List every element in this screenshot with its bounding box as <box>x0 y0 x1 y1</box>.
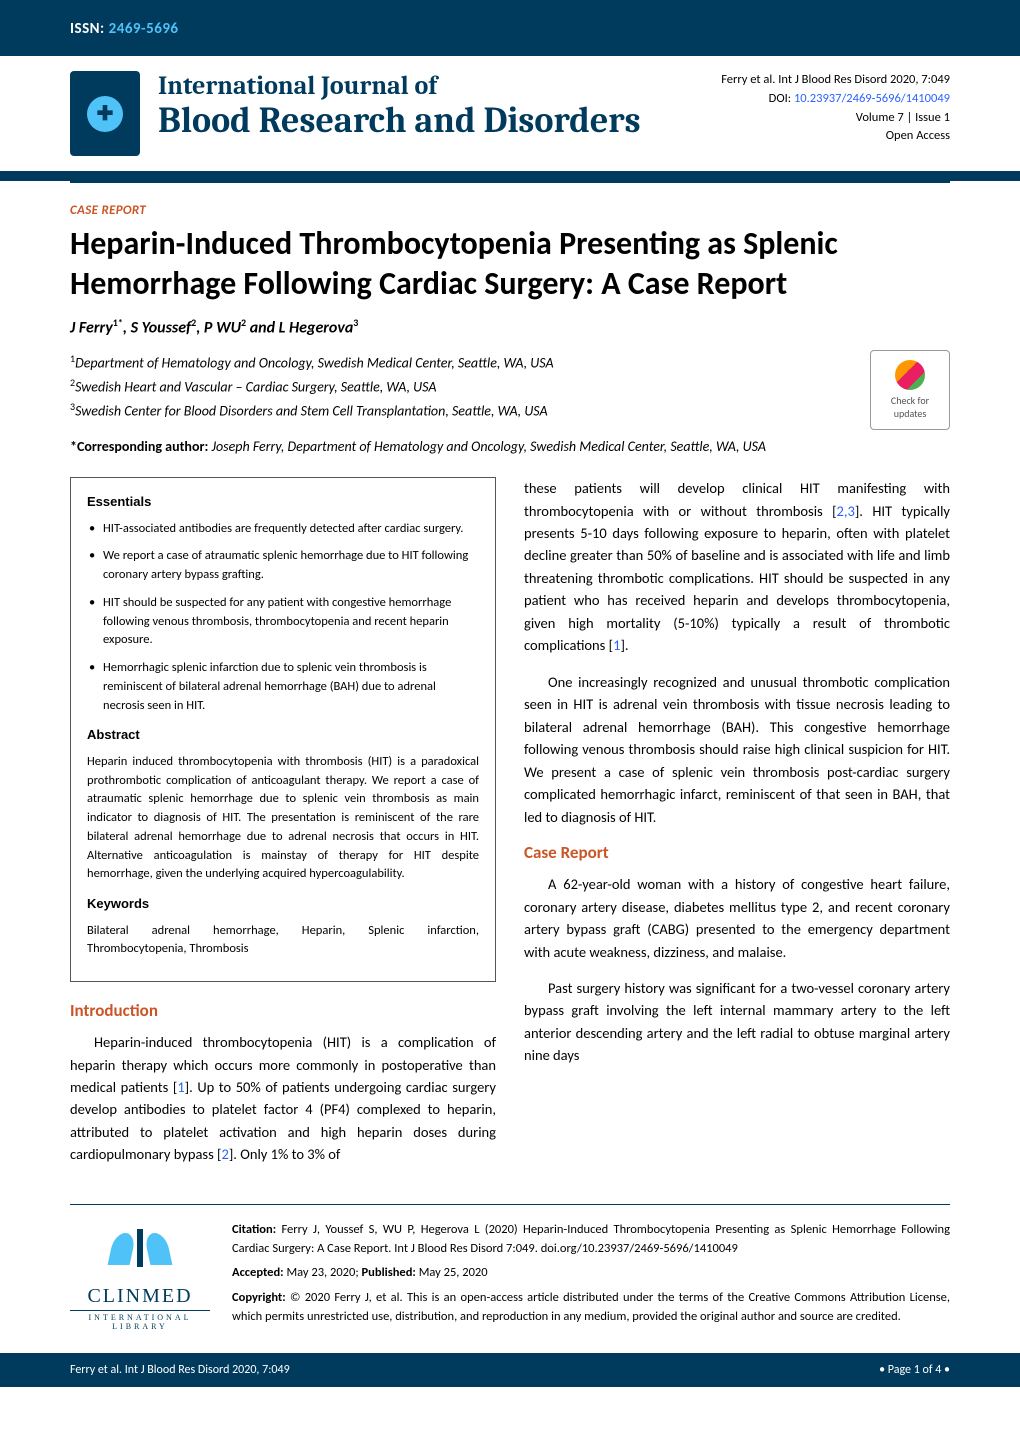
issn-text: ISSN: 2469-5696 <box>70 20 950 38</box>
essentials-heading: Essentials <box>87 492 479 512</box>
authors-line: J Ferry1*, S Youssef2, P WU2 and L Heger… <box>70 316 950 337</box>
published-label: Published: <box>362 1265 416 1280</box>
left-column: Essentials HIT-associated antibodies are… <box>70 477 496 1180</box>
case-paragraph-1: A 62-year-old woman with a history of co… <box>524 873 950 963</box>
accepted-label: Accepted: <box>232 1265 284 1280</box>
citation-value: Ferry J, Youssef S, WU P, Hegerova L (20… <box>232 1222 950 1256</box>
corresponding-text: Joseph Ferry, Department of Hematology a… <box>211 438 766 455</box>
footer-page-number: • Page 1 of 4 • <box>879 1363 950 1377</box>
check-for-updates-badge[interactable]: Check for updates <box>870 350 950 430</box>
abstract-text: Heparin induced thrombocytopenia with th… <box>87 753 479 884</box>
affiliation-3: 3Swedish Center for Blood Disorders and … <box>70 399 950 423</box>
essentials-item: Hemorrhagic splenic infarction due to sp… <box>87 659 479 715</box>
journal-title-block: International Journal of Blood Research … <box>158 71 703 141</box>
introduction-heading: Introduction <box>70 1000 496 1021</box>
intro-paragraph-1: Heparin-induced thrombocytopenia (HIT) i… <box>70 1031 496 1166</box>
copyright-value: © 2020 Ferry J, et al. This is an open-a… <box>232 1290 950 1324</box>
journal-title-main: Blood Research and Disorders <box>158 101 703 141</box>
page-footer-bar: Ferry et al. Int J Blood Res Disord 2020… <box>0 1353 1020 1387</box>
affiliation-1: 1Department of Hematology and Oncology, … <box>70 351 950 375</box>
caduceus-icon: ✚ <box>87 96 123 132</box>
volume-line: Volume 7 | Issue 1 <box>721 109 950 128</box>
caduceus-wings-icon <box>111 1221 169 1279</box>
case-report-heading: Case Report <box>524 842 950 863</box>
affiliation-2: 2Swedish Heart and Vascular – Cardiac Su… <box>70 375 950 399</box>
keywords-text: Bilateral adrenal hemorrhage, Heparin, S… <box>87 922 479 960</box>
affiliations-block: 1Department of Hematology and Oncology, … <box>70 351 950 423</box>
footer-left: Ferry et al. Int J Blood Res Disord 2020… <box>70 1363 290 1377</box>
keywords-heading: Keywords <box>87 894 479 914</box>
citation-label: Citation: <box>232 1222 276 1237</box>
access-line: Open Access <box>721 127 950 146</box>
issn-value: 2469-5696 <box>109 20 179 38</box>
essentials-item: HIT should be suspected for any patient … <box>87 594 479 650</box>
footer-copyright: Copyright: © 2020 Ferry J, et al. This i… <box>232 1289 950 1327</box>
published-value: May 25, 2020 <box>419 1265 488 1280</box>
issn-label: ISSN: <box>70 20 105 38</box>
footer-text-block: Citation: Ferry J, Youssef S, WU P, Hege… <box>232 1221 950 1333</box>
essentials-item: We report a case of atraumatic splenic h… <box>87 547 479 585</box>
check-updates-line2: updates <box>894 407 927 420</box>
header-citation: Ferry et al. Int J Blood Res Disord 2020… <box>721 71 950 146</box>
journal-logo-icon: ✚ <box>70 71 140 156</box>
abstract-heading: Abstract <box>87 725 479 745</box>
publisher-subtitle: INTERNATIONAL LIBRARY <box>70 1310 210 1331</box>
journal-header: ✚ International Journal of Blood Researc… <box>0 56 1020 171</box>
citation-footer: CLINMED INTERNATIONAL LIBRARY Citation: … <box>70 1204 950 1333</box>
accepted-value: May 23, 2020; <box>286 1265 358 1280</box>
two-column-body: Essentials HIT-associated antibodies are… <box>70 477 950 1180</box>
essentials-item: HIT-associated antibodies are frequently… <box>87 520 479 539</box>
doi-line: DOI: 10.23937/2469-5696/1410049 <box>721 90 950 109</box>
publisher-logo: CLINMED INTERNATIONAL LIBRARY <box>70 1221 210 1331</box>
article-type-label: CASE REPORT <box>70 203 950 218</box>
corresponding-author: *Corresponding author: Joseph Ferry, Dep… <box>70 437 950 457</box>
journal-title-prefix: International Journal of <box>158 71 703 101</box>
citation-line: Ferry et al. Int J Blood Res Disord 2020… <box>721 71 950 90</box>
article-title: Heparin-Induced Thrombocytopenia Present… <box>70 224 950 304</box>
abstract-box: Essentials HIT-associated antibodies are… <box>70 477 496 982</box>
right-paragraph-2: One increasingly recognized and unusual … <box>524 671 950 828</box>
case-paragraph-2: Past surgery history was significant for… <box>524 977 950 1067</box>
check-updates-line1: Check for <box>891 394 929 407</box>
right-paragraph-1: these patients will develop clinical HIT… <box>524 477 950 657</box>
crossmark-icon <box>895 360 925 390</box>
footer-citation: Citation: Ferry J, Youssef S, WU P, Hege… <box>232 1221 950 1259</box>
essentials-list: HIT-associated antibodies are frequently… <box>87 520 479 716</box>
footer-dates: Accepted: May 23, 2020; Published: May 2… <box>232 1264 950 1283</box>
divider-top <box>70 181 950 183</box>
issn-banner: ISSN: 2469-5696 ✚ International Journal … <box>0 0 1020 181</box>
publisher-name: CLINMED <box>70 1285 210 1308</box>
copyright-label: Copyright: <box>232 1290 286 1305</box>
corresponding-label: *Corresponding author: <box>70 438 208 455</box>
right-column: these patients will develop clinical HIT… <box>524 477 950 1180</box>
doi-link[interactable]: 10.23937/2469-5696/1410049 <box>794 91 950 106</box>
